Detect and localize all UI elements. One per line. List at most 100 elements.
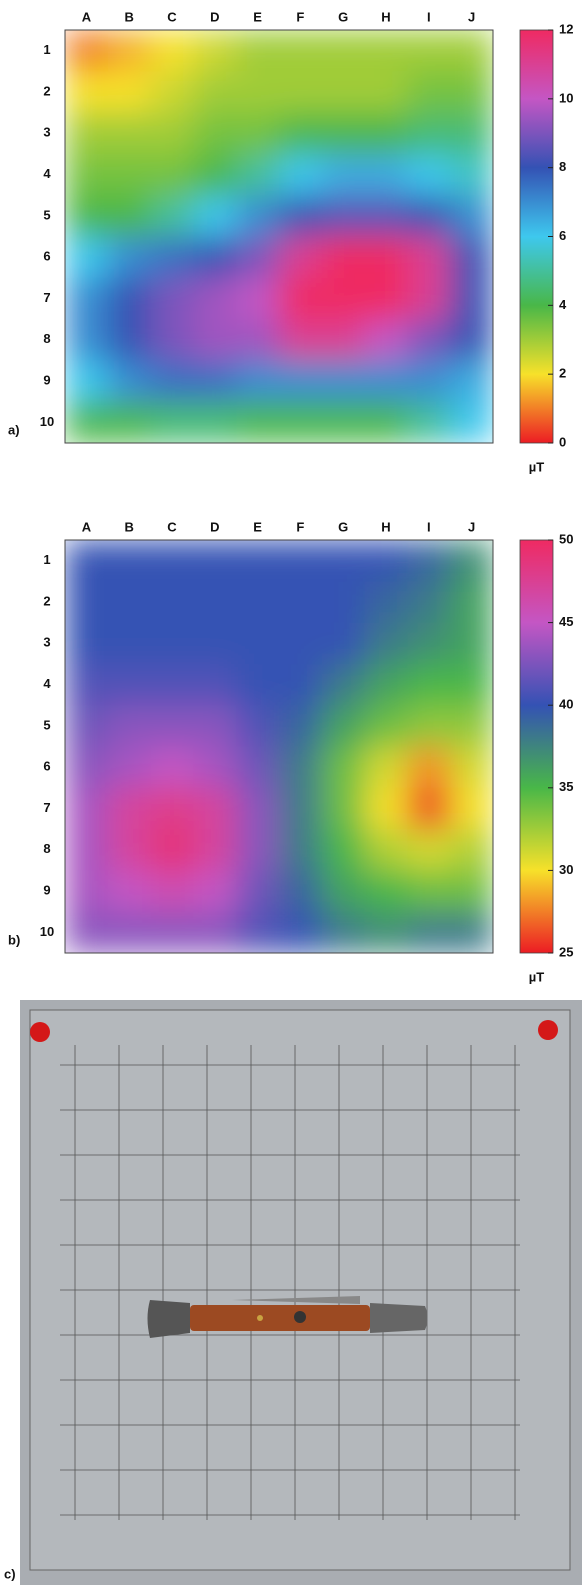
row-label: 10	[40, 414, 54, 429]
column-label: I	[427, 519, 431, 534]
heatmap-cell	[279, 360, 323, 403]
heatmap-cell	[279, 746, 323, 789]
heatmap-cell	[65, 71, 109, 114]
heatmap-cell	[450, 112, 494, 155]
heatmap-cell	[236, 870, 280, 913]
heatmap-cell	[450, 787, 494, 830]
heatmap-cell	[279, 236, 323, 279]
heatmap-cell	[450, 540, 494, 582]
heatmap-cell	[321, 911, 366, 954]
heatmap-cell	[107, 622, 152, 665]
heatmap-cell	[236, 71, 280, 114]
heatmap-cell	[65, 236, 109, 279]
column-label: C	[167, 519, 177, 534]
heatmap-cell	[364, 540, 408, 582]
heatmap-cell	[279, 277, 323, 320]
heatmap-cell	[364, 236, 408, 279]
heatmap-cell	[407, 71, 451, 114]
colorbar-tick-label: 45	[559, 614, 573, 629]
heatmap-cell	[193, 911, 237, 954]
pin	[30, 1022, 50, 1042]
colorbar-tick-label: 4	[559, 297, 567, 312]
colorbar-tick-label: 50	[559, 531, 573, 546]
row-label: 8	[43, 841, 50, 856]
unit-label: µT	[529, 969, 544, 984]
column-label: E	[253, 519, 262, 534]
heatmap-cell	[236, 663, 280, 706]
heatmap-cell	[279, 581, 323, 624]
heatmap-cell	[150, 195, 194, 237]
knife-button	[294, 1311, 306, 1323]
heatmap-cell	[150, 705, 194, 747]
heatmap-cell	[193, 71, 237, 114]
row-label: 6	[43, 249, 50, 264]
heatmap-cell	[407, 153, 451, 196]
heatmap-cell	[107, 870, 152, 913]
heatmap-cell	[193, 829, 237, 871]
heatmap-cell	[450, 663, 494, 706]
heatmap-cell	[450, 622, 494, 665]
heatmap-cell	[279, 705, 323, 747]
heatmap-cell	[321, 195, 366, 237]
pin	[538, 1020, 558, 1040]
heatmap-cell	[150, 71, 194, 114]
heatmap-cell	[193, 401, 237, 444]
heatmap-cell	[279, 195, 323, 237]
heatmap-cell	[321, 829, 366, 871]
heatmap-cell	[236, 581, 280, 624]
heatmap-cell	[107, 112, 152, 155]
heatmap-cell	[364, 911, 408, 954]
column-label: D	[210, 9, 219, 24]
knife-bolster	[370, 1303, 428, 1333]
heatmap-cell	[150, 870, 194, 913]
heatmap-cell	[150, 622, 194, 665]
heatmap-cell	[65, 360, 109, 403]
heatmap-cell	[65, 829, 109, 871]
heatmap-cell	[321, 870, 366, 913]
heatmap-cell	[65, 540, 109, 582]
heatmap-cell	[107, 360, 152, 403]
heatmap-cell	[236, 540, 280, 582]
heatmap-cell	[321, 236, 366, 279]
colorbar	[519, 29, 554, 444]
heatmap-cell	[150, 540, 194, 582]
heatmap-cell	[279, 153, 323, 196]
colorbar-tick-label: 0	[559, 434, 566, 449]
heatmap-cell	[65, 30, 109, 72]
row-label: 3	[43, 635, 50, 650]
column-label: F	[296, 519, 304, 534]
heatmap-cell	[150, 663, 194, 706]
heatmap-cell	[193, 195, 237, 237]
heatmap-cell	[407, 663, 451, 706]
column-label: E	[253, 9, 262, 24]
heatmap-cell	[321, 277, 366, 320]
heatmap-cell	[150, 277, 194, 320]
colorbar	[519, 539, 554, 954]
row-label: 7	[43, 800, 50, 815]
row-label: 2	[43, 83, 50, 98]
knife-rivet	[257, 1315, 263, 1321]
heatmap-cell	[364, 112, 408, 155]
heatmap-cell	[107, 236, 152, 279]
heatmap-cell	[65, 401, 109, 444]
heatmap-cell	[407, 277, 451, 320]
heatmap-cell	[279, 911, 323, 954]
heatmap-cell	[65, 870, 109, 913]
heatmap-cell	[193, 277, 237, 320]
heatmap-cell	[236, 622, 280, 665]
heatmap-cell	[193, 153, 237, 196]
heatmap-cell	[450, 319, 494, 361]
heatmap-cell	[107, 153, 152, 196]
heatmap-cell	[107, 30, 152, 72]
heatmap-cell	[150, 360, 194, 403]
heatmap-cell	[193, 746, 237, 789]
heatmap-cell	[450, 401, 494, 444]
colorbar-tick-label: 25	[559, 944, 573, 959]
plot-frame	[64, 29, 494, 444]
row-label: 7	[43, 290, 50, 305]
board-grid	[60, 1045, 520, 1520]
heatmap-cell	[279, 870, 323, 913]
heatmap-cell	[364, 581, 408, 624]
row-label: 5	[43, 207, 50, 222]
colorbar-tick-label: 6	[559, 228, 566, 243]
